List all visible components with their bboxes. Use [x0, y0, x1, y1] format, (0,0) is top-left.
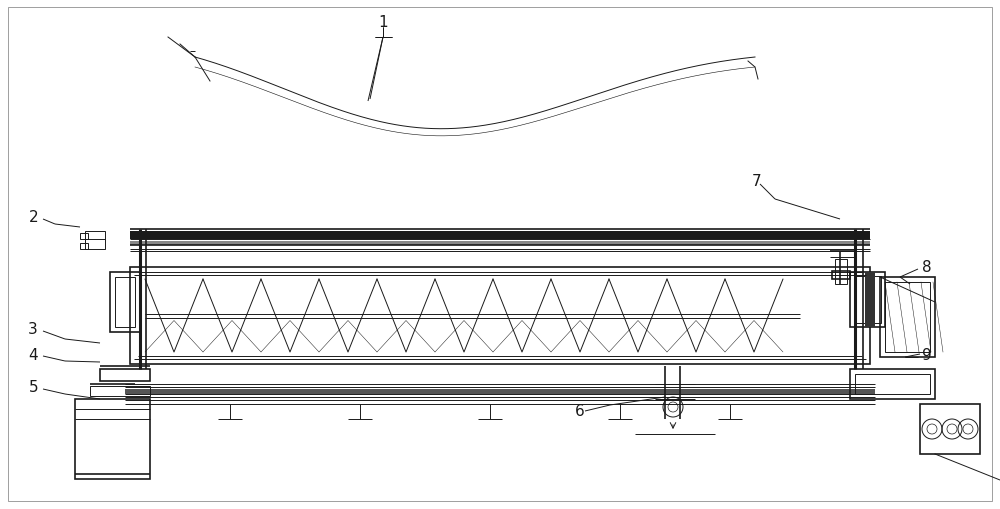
Bar: [880, 277, 935, 357]
Bar: [130, 232, 870, 240]
Bar: [854, 276, 881, 323]
Bar: [850, 272, 885, 327]
Bar: [855, 374, 930, 394]
Text: 8: 8: [922, 260, 932, 275]
Bar: [885, 282, 930, 352]
Text: 3: 3: [28, 322, 38, 337]
Bar: [125, 389, 875, 394]
Bar: [80, 234, 88, 240]
Bar: [80, 243, 88, 249]
Bar: [115, 277, 135, 327]
Bar: [832, 271, 850, 279]
Text: 7: 7: [752, 174, 762, 189]
Text: 4: 4: [28, 347, 38, 362]
Bar: [100, 369, 150, 381]
Text: 2: 2: [28, 210, 38, 225]
Bar: [850, 369, 935, 399]
Text: 5: 5: [28, 380, 38, 394]
Bar: [90, 386, 150, 396]
Bar: [865, 272, 875, 327]
Bar: [130, 267, 870, 364]
Bar: [130, 242, 870, 245]
Bar: [75, 399, 150, 479]
Bar: [920, 404, 980, 454]
Text: 1: 1: [378, 14, 388, 30]
Bar: [110, 272, 140, 332]
Text: 6: 6: [575, 404, 585, 419]
Text: 9: 9: [922, 347, 932, 362]
Bar: [835, 260, 847, 285]
Bar: [85, 232, 105, 249]
